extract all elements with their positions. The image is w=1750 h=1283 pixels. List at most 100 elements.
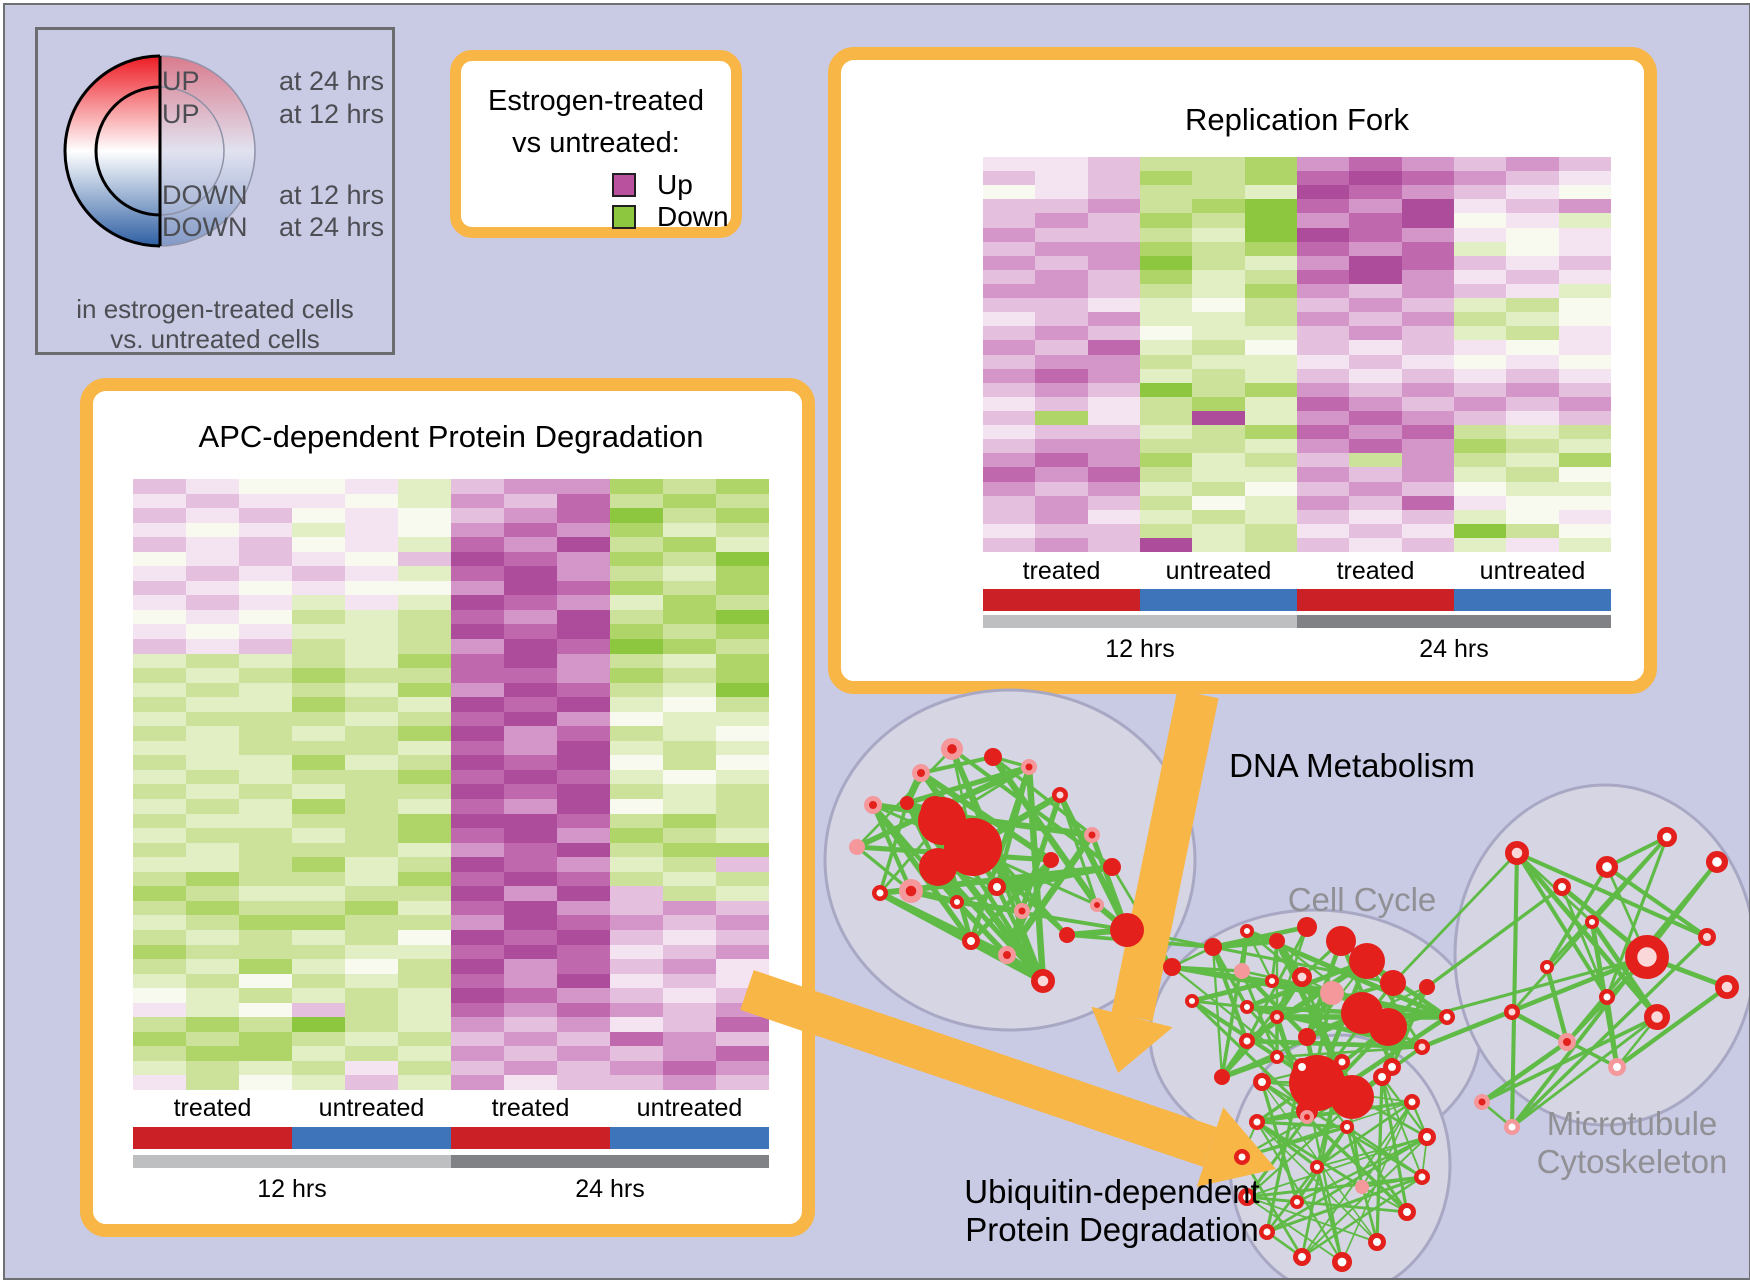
heatmap-cell xyxy=(1506,523,1559,538)
heatmap-cell xyxy=(186,813,239,829)
heatmap-row xyxy=(133,929,769,945)
heatmap-cell xyxy=(1558,495,1611,510)
heatmap-cell xyxy=(1139,312,1193,327)
heatmap-cell xyxy=(133,886,186,901)
heatmap-cell xyxy=(1401,467,1454,482)
network-edge xyxy=(1057,793,1130,932)
heatmap-cell xyxy=(663,929,716,945)
heatmap-cell xyxy=(1035,185,1088,200)
heatmap-cell xyxy=(1244,354,1297,369)
heatmap-cell xyxy=(504,1002,557,1018)
network-edge xyxy=(1211,946,1224,1078)
heatmap-cell xyxy=(610,726,663,741)
heatmap-cell xyxy=(398,493,451,509)
heatmap-cell xyxy=(1139,368,1193,383)
heatmap-row xyxy=(133,988,769,1003)
network-edge xyxy=(1301,1066,1348,1128)
heatmap-cell xyxy=(983,241,1036,256)
network-edge xyxy=(878,890,1009,958)
heatmap-cell xyxy=(1035,199,1088,214)
heatmap-cell xyxy=(239,508,292,523)
heatmap-cell xyxy=(133,929,186,945)
heatmap-cell xyxy=(1139,340,1193,355)
heatmap-cell xyxy=(133,799,186,814)
heatmap-cell xyxy=(1401,185,1454,200)
heatmap-cell xyxy=(610,624,663,640)
heatmap-cell xyxy=(1349,312,1402,327)
heatmap-cell xyxy=(1192,368,1245,383)
network-edge xyxy=(1300,1065,1319,1085)
network-edge xyxy=(919,770,1053,863)
heatmap-cell xyxy=(186,1002,239,1018)
network-edge xyxy=(936,865,1045,983)
heatmap-cell xyxy=(186,653,239,669)
heatmap-cell xyxy=(1139,467,1193,482)
heatmap-cell xyxy=(133,624,186,640)
heatmap-cell xyxy=(345,668,398,683)
heatmap-cell xyxy=(398,479,451,494)
heatmap-cell xyxy=(1244,481,1297,496)
heatmap-cell xyxy=(1087,410,1140,426)
heatmap-cell xyxy=(1035,425,1088,440)
heatmap-cell xyxy=(557,886,610,901)
heatmap-cell xyxy=(398,1046,451,1061)
network-edge xyxy=(910,887,958,906)
heatmap-cell xyxy=(239,799,292,814)
heatmap-cell xyxy=(716,1017,769,1032)
network-edge xyxy=(1375,1076,1384,1243)
heatmap-cell xyxy=(451,1017,504,1032)
heatmap-cell xyxy=(292,842,345,858)
heatmap-cell xyxy=(398,959,451,974)
heatmap-cell xyxy=(451,551,504,567)
heatmap-cell xyxy=(983,382,1036,397)
heatmap-cell xyxy=(557,682,610,698)
heatmap-cell xyxy=(451,799,504,814)
gene-node xyxy=(1503,1118,1521,1136)
heatmap-cell xyxy=(610,682,663,698)
heatmap-cell xyxy=(1035,453,1088,468)
network-edge xyxy=(1004,858,1054,957)
heatmap-cell xyxy=(292,537,345,552)
heatmap-cell xyxy=(663,842,716,858)
heatmap-cell xyxy=(504,784,557,800)
network-edge xyxy=(1265,1126,1349,1233)
untreated-bar xyxy=(610,1127,769,1149)
treatment-group-label: untreated xyxy=(1165,557,1272,585)
network-edge xyxy=(1509,852,1520,1128)
heatmap-cell xyxy=(1035,298,1088,313)
heatmap-row xyxy=(133,900,769,916)
heatmap-cell xyxy=(663,726,716,741)
heatmap-cell xyxy=(504,639,557,654)
heatmap-row xyxy=(133,682,769,698)
heatmap-cell xyxy=(186,799,239,814)
heatmap-cell xyxy=(398,988,451,1003)
heatmap-cell xyxy=(292,1031,345,1047)
heatmap-cell xyxy=(716,1031,769,1047)
gene-node xyxy=(918,797,966,845)
heatmap-cell xyxy=(345,522,398,538)
network-edge xyxy=(1005,834,1094,956)
heatmap-cell xyxy=(345,915,398,930)
gene-node xyxy=(1290,1195,1304,1209)
heatmap-cell xyxy=(398,595,451,610)
heatmap-cell xyxy=(1035,354,1088,369)
heatmap-cell xyxy=(1401,283,1454,299)
heatmap-cell xyxy=(983,425,1036,440)
network-edge xyxy=(1246,958,1368,1010)
heatmap-cell xyxy=(1349,396,1402,411)
heatmap-cell xyxy=(186,900,239,916)
heatmap-cell xyxy=(239,1075,292,1090)
heatmap-cell xyxy=(1139,227,1193,242)
gene-node xyxy=(1598,988,1616,1006)
figure-canvas: UP at 24 hrs UP at 12 hrs DOWN at 12 hrs… xyxy=(3,3,1750,1280)
network-edge xyxy=(871,803,959,904)
heatmap-row xyxy=(133,711,769,727)
network-edge xyxy=(1381,1076,1423,1178)
heatmap-cell xyxy=(1558,283,1611,299)
heatmap-cell xyxy=(451,697,504,712)
gene-node xyxy=(1418,1128,1436,1146)
down-color-swatch xyxy=(612,205,636,229)
heatmap-cell xyxy=(1139,255,1193,270)
heatmap-cell xyxy=(1139,283,1193,299)
heatmap-row xyxy=(133,580,769,596)
